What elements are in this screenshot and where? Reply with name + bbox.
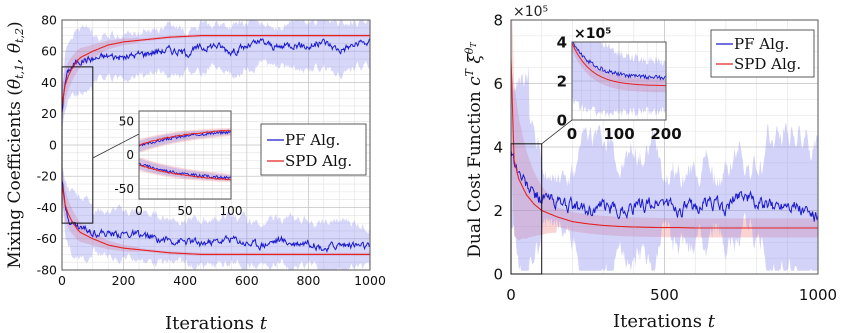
left-legend-box [260,123,367,176]
left-inset-lines [139,129,231,181]
pf-series-line [62,180,370,254]
x-tick-label: 0 [135,204,143,218]
y-tick-label: 0 [493,265,503,283]
y-tick-label: 8 [493,11,503,29]
confidence-band [511,65,818,271]
pf-series-line [62,37,370,113]
right-legend: PF Alg. SPD Alg. [710,29,815,78]
right-legend-spd-label: SPD Alg. [734,55,801,73]
right-inset-ticks: 0 100 200 0 2 4 [557,33,682,143]
right-inset-bands [572,42,666,118]
left-bands [62,20,370,270]
x-tick-label: 50 [177,204,192,218]
inset-pf-line [139,162,231,180]
right-y-axis-label-text: Dual Cost Function [465,86,485,258]
right-zoom-box [510,119,573,275]
inset-spd-line [139,164,231,181]
left-y-axis-label-math: θt,1, θt,2 [5,28,26,89]
y-tick-label: 0 [49,137,57,152]
right-x-axis-label-var: t [708,311,716,332]
confidence-band [62,161,370,270]
right-inset-frame [571,41,667,121]
x-tick-label: 800 [296,273,320,288]
right-y-multiplier: ×10⁵ [513,4,548,20]
spd-series-line [62,184,370,255]
pf-series-line [511,150,818,222]
left-lines [62,35,370,255]
x-tick-label: 1000 [354,273,386,288]
inset-spd-line [572,42,666,87]
y-tick-label: -80 [37,262,57,277]
x-tick-label: 0 [567,125,577,143]
x-tick-label: 0 [58,273,66,288]
left-x-axis-label: Iterations t [165,313,268,333]
left-zoom-box [61,66,140,224]
right-legend-pf-label: PF Alg. [734,35,789,53]
left-legend: PF Alg. SPD Alg. [260,123,367,176]
right-x-axis-label-text: Iterations [613,311,702,332]
spd-series-line [62,35,370,106]
left-legend-spd-label: SPD Alg. [285,152,352,170]
y-tick-label: 2 [493,202,503,220]
y-tick-label: -60 [37,231,57,246]
confidence-band [139,129,231,152]
x-tick-label: 1000 [799,286,837,304]
right-inset-lines [572,42,666,87]
y-tick-label: 60 [41,44,57,59]
y-tick-label: 6 [493,75,503,93]
x-tick-label: 400 [173,273,197,288]
left-legend-pf-label: PF Alg. [285,131,340,149]
left-y-axis-label-text: Mixing Coefficients ( [5,89,25,268]
inset-spd-line [139,129,231,146]
y-tick-label: 50 [119,114,134,128]
y-tick-label: 0 [557,111,567,129]
confidence-band [572,42,666,118]
zoom-rectangle [510,143,543,275]
zoom-connector [541,119,573,145]
y-tick-label: 80 [41,12,57,27]
y-tick-label: 0 [126,148,134,162]
x-tick-label: 200 [650,125,681,143]
left-y-axis-label: Mixing Coefficients (θt,1, θt,2) [5,21,26,268]
x-tick-label: 0 [506,286,516,304]
spd-series-line [511,58,818,229]
right-x-axis-label: Iterations t [613,311,716,332]
y-tick-label: -20 [37,169,57,184]
y-tick-label: 20 [41,106,57,121]
right-y-axis-label: Dual Cost Function cT ξθT [463,42,485,258]
y-tick-label: -40 [37,200,57,215]
right-y-axis-label-math: cT ξθT [463,42,485,86]
x-tick-label: 200 [112,273,136,288]
inset-pf-line [572,42,666,81]
y-tick-label: 2 [557,72,567,90]
y-tick-label: -50 [114,182,134,196]
zoom-rectangle [61,66,94,224]
x-tick-label: 100 [220,204,243,218]
right-inset-y-multiplier: ×10⁵ [574,26,611,42]
y-tick-label: 4 [493,138,503,156]
x-tick-label: 500 [650,286,679,304]
inset-pf-line [139,130,231,147]
y-tick-label: 4 [557,33,567,51]
left-x-axis-label-var: t [260,313,268,333]
right-lines [511,58,818,229]
x-tick-label: 100 [603,125,634,143]
confidence-band [572,42,666,93]
right-legend-box [710,29,815,78]
left-inset-frame [138,110,232,200]
confidence-band [62,20,370,129]
right-chart: 0 500 1000 0 2 4 6 8 ×10⁵ 0 100 200 0 2 4 ×10⁵ PF Al… [463,4,837,332]
right-inset: 0 100 200 0 2 4 ×10⁵ [557,26,682,143]
x-tick-label: 600 [235,273,259,288]
y-tick-label: 40 [41,75,57,90]
zoom-connector [92,133,140,159]
left-x-axis-label-text: Iterations [165,313,254,333]
